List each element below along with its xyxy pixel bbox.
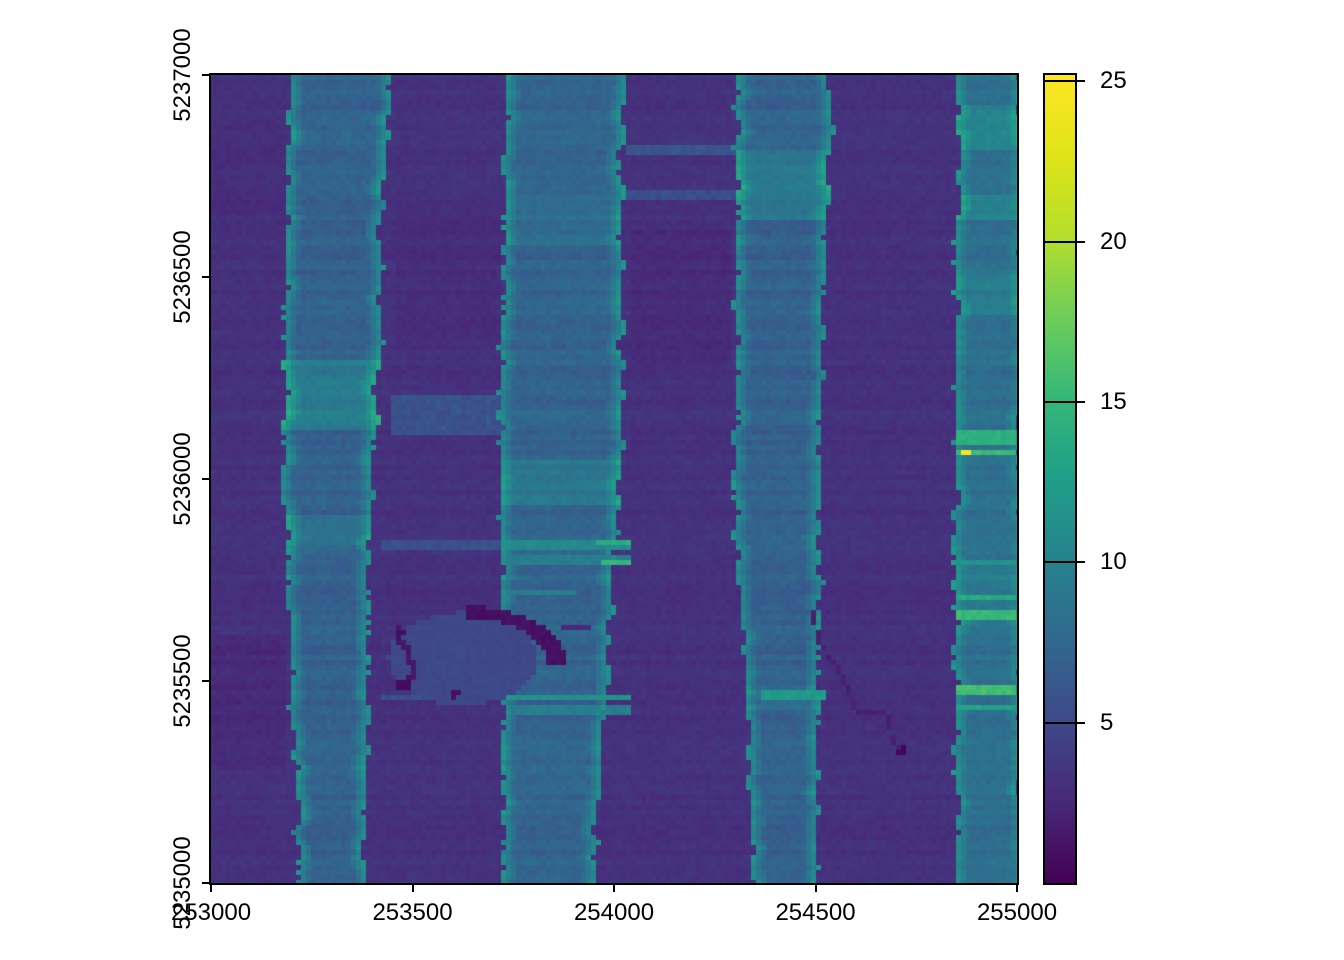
y-axis-tick [202, 882, 211, 884]
y-axis-tick-label: 5236500 [169, 230, 196, 324]
y-axis-tick-label: 5235500 [169, 634, 196, 728]
y-axis-tick-label: 5236000 [169, 432, 196, 526]
y-axis-tick [202, 276, 211, 278]
y-axis-tick [202, 478, 211, 480]
x-axis-tick [1016, 883, 1018, 892]
y-axis-tick [202, 680, 211, 682]
colorbar-tick-label: 20 [1100, 227, 1127, 255]
y-axis-tick-label: 5235000 [169, 836, 196, 930]
colorbar-tick-label: 10 [1100, 548, 1127, 576]
y-axis-tick-label: 5237000 [169, 28, 196, 122]
colorbar-tick-label: 15 [1100, 388, 1127, 416]
x-axis-tick-label: 255000 [976, 899, 1058, 926]
x-axis-tick-label: 254500 [775, 899, 856, 926]
plot-area [209, 73, 1019, 885]
colorbar-tick [1045, 721, 1085, 724]
colorbar-tick-label: 5 [1100, 708, 1114, 736]
y-axis-tick [202, 74, 211, 76]
x-axis-tick [814, 883, 817, 892]
colorbar-tick [1045, 240, 1085, 243]
x-axis-tick [613, 883, 615, 892]
raster-heatmap-canvas [211, 75, 1017, 883]
colorbar-tick [1045, 80, 1085, 83]
colorbar-tick [1045, 561, 1085, 564]
x-axis-tick [210, 883, 212, 892]
x-axis-tick-label: 253000 [170, 899, 252, 926]
x-axis-tick-label: 254000 [573, 899, 655, 926]
x-axis-tick [411, 883, 414, 892]
colorbar-tick-label: 25 [1100, 67, 1127, 95]
colorbar [1043, 73, 1077, 885]
x-axis-tick-label: 253500 [372, 899, 453, 926]
colorbar-gradient-canvas [1045, 75, 1075, 883]
colorbar-tick [1045, 401, 1085, 404]
